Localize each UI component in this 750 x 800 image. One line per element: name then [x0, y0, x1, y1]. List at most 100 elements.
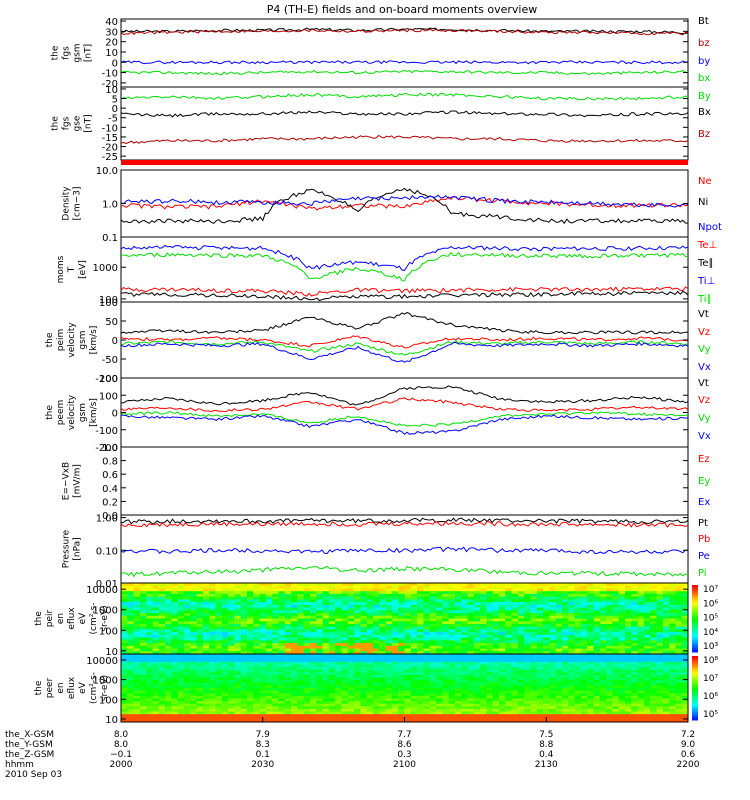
heatmap-cell: [555, 719, 563, 723]
heatmap-cell: [165, 588, 172, 592]
heatmap-cell: [543, 664, 550, 668]
heatmap-cell: [517, 672, 525, 676]
heatmap-cell: [247, 613, 254, 617]
heatmap-cell: [133, 703, 141, 707]
heatmap-cell: [133, 708, 141, 713]
heatmap-cell: [656, 716, 664, 720]
heatmap-cell: [127, 688, 135, 692]
series-line-Ti∥: [120, 251, 689, 282]
heatmap-cell: [272, 632, 279, 636]
heatmap-cell: [373, 591, 380, 595]
heatmap-cell: [625, 701, 632, 705]
heatmap-cell: [253, 588, 261, 592]
heatmap-cell: [530, 667, 538, 671]
colorbar-cell: [692, 605, 698, 608]
heatmap-cell: [681, 637, 689, 641]
heatmap-cell: [555, 599, 563, 603]
heatmap-cell: [637, 706, 645, 710]
heatmap-cell: [429, 659, 437, 663]
heatmap-cell: [436, 672, 443, 676]
legend-bx: bx: [698, 73, 710, 84]
heatmap-cell: [505, 593, 513, 598]
heatmap-cell: [297, 688, 305, 692]
heatmap-cell: [499, 695, 506, 699]
heatmap-cell: [121, 593, 128, 598]
heatmap-cell: [341, 664, 349, 668]
heatmap-cell: [133, 634, 141, 639]
heatmap-cell: [341, 615, 349, 619]
heatmap-cell: [373, 588, 380, 592]
heatmap-cell: [215, 688, 223, 692]
heatmap-cell: [637, 698, 645, 702]
heatmap-cell: [152, 664, 160, 668]
heatmap-cell: [511, 629, 519, 633]
heatmap-cell: [165, 701, 172, 705]
heatmap-cell: [650, 695, 657, 699]
heatmap-cell: [587, 591, 594, 595]
heatmap-cell: [461, 591, 468, 595]
heatmap-cell: [492, 629, 500, 633]
heatmap-cell: [404, 685, 412, 689]
heatmap-cell: [486, 588, 494, 592]
heatmap-cell: [461, 618, 468, 622]
heatmap-cell: [184, 593, 191, 598]
heatmap-cell: [240, 664, 248, 668]
heatmap-cell: [152, 583, 160, 587]
heatmap-cell: [272, 701, 279, 705]
heatmap-cell: [423, 708, 431, 713]
heatmap-cell: [536, 698, 544, 702]
heatmap-cell: [499, 618, 506, 622]
heatmap-cell: [530, 685, 538, 689]
heatmap-cell: [625, 585, 632, 589]
heatmap-cell: [228, 618, 235, 622]
heatmap-cell: [158, 693, 166, 697]
heatmap-cell: [121, 623, 128, 628]
heatmap-cell: [278, 654, 286, 658]
heatmap-cell: [253, 695, 261, 699]
heatmap-cell: [303, 604, 311, 609]
heatmap-cell: [549, 651, 557, 655]
heatmap-cell: [549, 615, 557, 619]
heatmap-cell: [139, 634, 147, 639]
heatmap-cell: [234, 698, 242, 702]
heatmap-cell: [291, 645, 298, 650]
heatmap-cell: [662, 711, 670, 715]
heatmap-cell: [442, 634, 450, 639]
heatmap-cell: [177, 588, 185, 592]
heatmap-cell: [606, 695, 613, 699]
heatmap-cell: [259, 643, 267, 647]
heatmap-cell: [448, 585, 456, 589]
colorbar-cell: [692, 647, 698, 651]
heatmap-cell: [662, 634, 670, 639]
heatmap-cell: [681, 714, 689, 718]
heatmap-cell: [606, 680, 613, 684]
heatmap-cell: [631, 626, 639, 630]
heatmap-cell: [278, 596, 286, 600]
heatmap-cell: [511, 591, 519, 595]
heatmap-cell: [625, 648, 632, 652]
heatmap-cell: [637, 596, 645, 600]
heatmap-cell: [473, 669, 481, 673]
heatmap-cell: [417, 645, 424, 650]
heatmap-cell: [543, 674, 550, 679]
heatmap-cell: [391, 637, 399, 641]
heatmap-cell: [643, 714, 651, 718]
heatmap-cell: [650, 677, 657, 681]
heatmap-cell: [517, 637, 525, 641]
heatmap-cell: [612, 648, 620, 652]
heatmap-cell: [505, 688, 513, 692]
heatmap-cell: [265, 664, 273, 668]
heatmap-cell: [379, 648, 387, 652]
heatmap-cell: [221, 669, 229, 673]
heatmap-cell: [442, 613, 450, 617]
heatmap-cell: [284, 677, 292, 681]
heatmap-cell: [675, 626, 683, 630]
heatmap-cell: [423, 621, 431, 625]
heatmap-cell: [473, 604, 481, 609]
heatmap-cell: [643, 588, 651, 592]
heatmap-cell: [322, 688, 330, 692]
heatmap-cell: [662, 648, 670, 652]
heatmap-cell: [429, 701, 437, 705]
heatmap-cell: [303, 703, 311, 707]
